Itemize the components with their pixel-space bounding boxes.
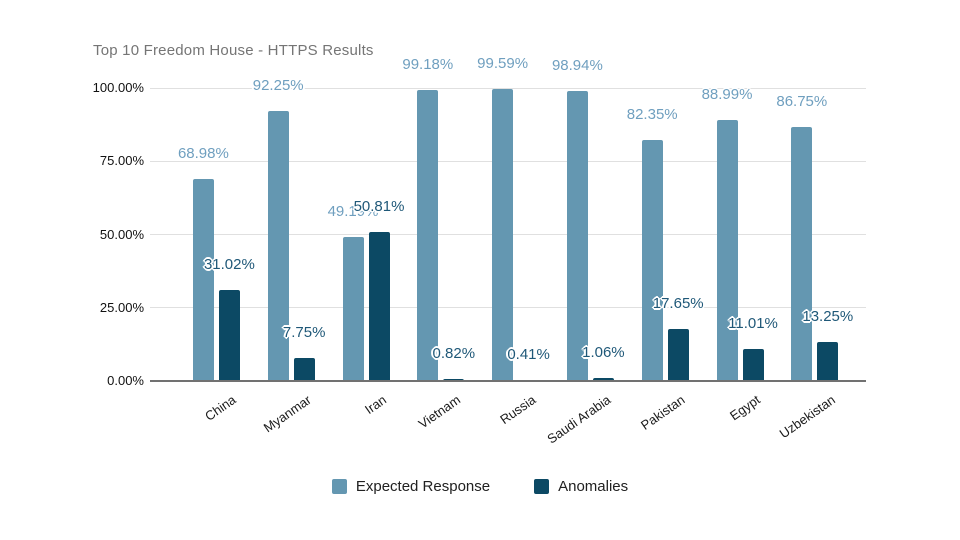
y-tick-label-25: 25.00%	[99, 299, 144, 315]
value-label-expected-iran: 49.19%	[327, 202, 379, 220]
legend-item-expected-response[interactable]: Expected Response	[331, 478, 491, 495]
value-label-anomalies-vietnam: 0.82%	[432, 344, 476, 362]
bar-expected-china[interactable]	[192, 178, 214, 381]
plot-area: 68.98% 31.02% 92.25% 7.75% 49.19% 50.81% 99.18…	[150, 56, 866, 382]
bar-anomalies-vietnam[interactable]	[443, 378, 465, 381]
bar-expected-russia[interactable]	[492, 89, 514, 381]
value-label-anomalies-russia: 0.41%	[507, 345, 550, 363]
bar-anomalies-myanmar[interactable]	[293, 358, 315, 381]
x-axis-line	[150, 380, 866, 382]
legend-swatch-expected-response	[331, 479, 347, 494]
x-axis-label-russia: Russia	[497, 392, 539, 428]
bar-anomalies-egypt[interactable]	[742, 348, 764, 381]
value-label-anomalies-myanmar: 7.75%	[282, 324, 326, 342]
bar-expected-iran[interactable]	[342, 236, 364, 381]
value-label-expected-uzbekistan: 86.75%	[776, 92, 828, 110]
bar-anomalies-iran[interactable]	[368, 232, 390, 381]
legend-label-expected-response: Expected Response	[355, 478, 491, 495]
gridline-100	[150, 87, 866, 89]
value-label-expected-saudi-arabia: 98.94%	[551, 57, 603, 75]
x-axis-label-china: China	[202, 392, 240, 424]
legend-item-anomalies[interactable]: Anomalies	[534, 478, 628, 495]
bar-anomalies-uzbekistan[interactable]	[817, 342, 839, 381]
y-axis: 0.00% 25.00% 50.00% 75.00% 100.00%	[38, 80, 144, 388]
value-label-anomalies-iran: 50.81%	[353, 198, 405, 216]
bar-anomalies-china[interactable]	[218, 290, 240, 381]
y-tick-label-75: 75.00%	[99, 153, 144, 169]
y-tick-label-50: 50.00%	[99, 226, 144, 242]
bar-anomalies-pakistan[interactable]	[667, 329, 689, 381]
x-axis-label-pakistan: Pakistan	[638, 392, 688, 433]
legend: Expected Response Anomalies	[0, 478, 960, 495]
value-label-expected-china: 68.98%	[177, 144, 229, 162]
bar-expected-pakistan[interactable]	[641, 139, 663, 381]
value-label-anomalies-egypt: 11.01%	[728, 314, 778, 332]
value-label-expected-myanmar: 92.25%	[252, 76, 304, 94]
x-axis-label-vietnam: Vietnam	[415, 392, 464, 432]
x-axis-label-iran: Iran	[361, 392, 389, 418]
value-label-anomalies-pakistan: 17.65%	[652, 295, 704, 313]
bar-expected-vietnam[interactable]	[417, 90, 439, 381]
value-label-anomalies-saudi-arabia: 1.06%	[582, 343, 625, 361]
legend-swatch-anomalies	[534, 479, 550, 494]
value-label-expected-vietnam: 99.18%	[402, 56, 454, 74]
value-label-anomalies-uzbekistan: 13.25%	[802, 308, 854, 326]
x-axis-label-egypt: Egypt	[726, 392, 763, 424]
x-axis-label-saudi-arabia: Saudi Arabia	[544, 392, 614, 447]
value-label-anomalies-china: 31.02%	[203, 256, 255, 274]
bar-expected-saudi-arabia[interactable]	[566, 91, 588, 381]
value-label-expected-pakistan: 82.35%	[626, 105, 678, 123]
bar-expected-egypt[interactable]	[716, 120, 738, 381]
x-axis-label-myanmar: Myanmar	[260, 392, 314, 436]
y-tick-label-0: 0.00%	[107, 373, 144, 388]
legend-label-anomalies: Anomalies	[558, 478, 629, 495]
y-tick-label-100: 100.00%	[92, 80, 144, 95]
bar-expected-myanmar[interactable]	[267, 110, 289, 381]
chart-title: Top 10 Freedom House - HTTPS Results	[93, 42, 374, 59]
bar-anomalies-saudi-arabia[interactable]	[592, 377, 614, 381]
value-label-expected-russia: 99.59%	[477, 55, 529, 73]
bar-expected-uzbekistan[interactable]	[791, 126, 813, 381]
value-label-expected-egypt: 88.99%	[701, 86, 753, 104]
x-axis-label-uzbekistan: Uzbekistan	[776, 392, 838, 442]
